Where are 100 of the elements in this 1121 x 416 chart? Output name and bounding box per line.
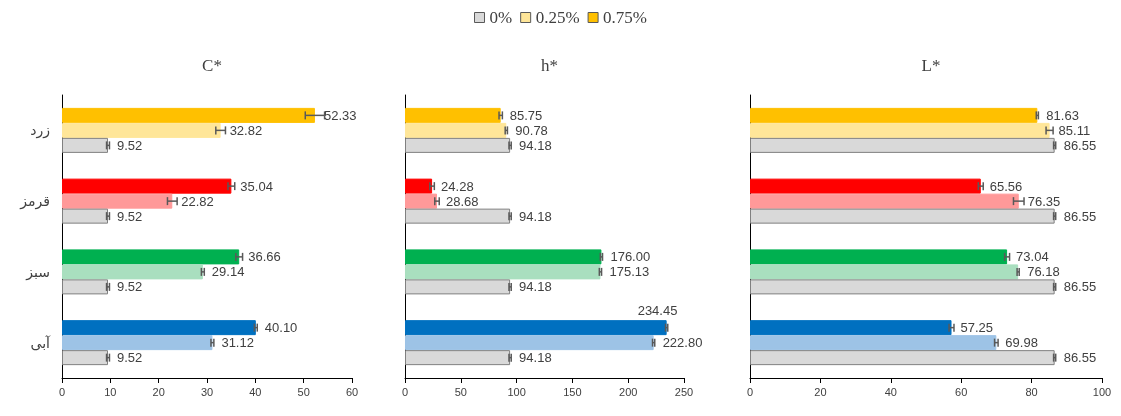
bar: [62, 178, 232, 194]
data-label: 86.55: [1063, 279, 1097, 295]
x-tick-label: 20: [814, 385, 827, 398]
data-label: 29.14: [211, 264, 245, 280]
data-label: 90.78: [515, 122, 548, 138]
data-label: 85.11: [1058, 122, 1091, 138]
bar: [62, 320, 256, 336]
data-label: 65.56: [989, 178, 1023, 194]
data-label: 94.18: [519, 137, 552, 153]
data-label: 69.98: [1005, 335, 1038, 351]
bar: [405, 264, 601, 280]
bar: [62, 137, 109, 153]
data-label: 31.12: [221, 335, 254, 351]
bar: [405, 320, 667, 336]
bar: [750, 249, 1008, 265]
bar: [750, 208, 1055, 224]
data-label: 57.25: [960, 320, 994, 336]
data-label: 9.52: [117, 208, 143, 224]
chart-title: C*: [202, 56, 222, 75]
bar: [750, 178, 981, 194]
bar: [405, 350, 511, 366]
data-label: 9.52: [117, 279, 143, 295]
bar: [405, 208, 511, 224]
bar: [62, 335, 213, 351]
x-tick-label: 40: [884, 385, 897, 398]
bar: [62, 193, 173, 209]
bar: [62, 279, 109, 295]
chart-title: h*: [541, 56, 558, 75]
bar: [405, 122, 507, 138]
bar: [750, 137, 1055, 153]
x-tick-label: 60: [345, 385, 359, 398]
x-tick-label: 150: [563, 385, 582, 398]
data-label: 234.45: [637, 303, 678, 319]
legend-label: 0.75%: [603, 8, 647, 27]
data-label: 32.82: [229, 122, 263, 138]
data-label: 86.55: [1063, 208, 1097, 224]
bar: [750, 107, 1038, 123]
legend-label: 0.25%: [535, 8, 580, 27]
y-tick-label: سبز: [25, 263, 50, 281]
data-label: 36.66: [248, 249, 281, 265]
data-label: 40.10: [264, 320, 298, 336]
data-label: 35.04: [240, 178, 273, 194]
bar: [750, 279, 1055, 295]
x-tick-label: 50: [454, 385, 467, 398]
x-tick-label: 0: [746, 385, 754, 398]
bar: [405, 193, 438, 209]
data-label: 28.68: [446, 193, 479, 209]
data-label: 176.00: [610, 249, 651, 265]
data-label: 52.33: [323, 107, 357, 123]
bar: [62, 107, 315, 123]
bar: [405, 107, 501, 123]
x-tick-label: 40: [249, 385, 262, 398]
data-label: 73.04: [1016, 249, 1049, 265]
x-tick-label: 100: [507, 385, 526, 398]
bar: [405, 249, 602, 265]
data-label: 9.52: [117, 137, 143, 153]
x-tick-label: 50: [297, 385, 310, 398]
bar: [405, 335, 654, 351]
data-label: 94.18: [519, 350, 552, 366]
legend-label: 0%: [489, 8, 513, 27]
data-label: 76.18: [1027, 264, 1060, 280]
bar: [62, 122, 221, 138]
bar: [750, 320, 952, 336]
x-tick-label: 0: [58, 385, 66, 398]
x-tick-label: 20: [152, 385, 165, 398]
bar: [62, 208, 109, 224]
bar: [750, 193, 1019, 209]
x-tick-label: 200: [619, 385, 638, 398]
bar: [62, 249, 240, 265]
bar: [405, 279, 511, 295]
data-label: 94.18: [519, 208, 552, 224]
data-label: 94.18: [519, 279, 552, 295]
bar: [750, 122, 1050, 138]
data-label: 81.63: [1046, 107, 1079, 123]
bar: [62, 264, 203, 280]
bar: [62, 350, 109, 366]
data-label: 22.82: [181, 193, 214, 209]
bar: [750, 335, 997, 351]
y-tick-label: آبی: [30, 334, 52, 351]
x-tick-label: 0: [401, 385, 409, 398]
data-label: 86.55: [1063, 350, 1097, 366]
bar: [750, 350, 1055, 366]
data-label: 85.75: [509, 107, 543, 123]
y-tick-label: قرمز: [19, 193, 50, 211]
bar: [405, 178, 433, 194]
x-tick-label: 100: [1092, 385, 1112, 398]
x-tick-label: 10: [104, 385, 117, 398]
bar: [750, 264, 1019, 280]
x-tick-label: 30: [200, 385, 214, 398]
data-label: 24.28: [441, 178, 474, 194]
y-tick-label: زرد: [30, 122, 50, 140]
bar: [405, 137, 511, 153]
data-label: 86.55: [1063, 137, 1097, 153]
data-label: 9.52: [117, 350, 143, 366]
x-tick-label: 250: [674, 385, 694, 398]
data-label: 76.35: [1027, 193, 1061, 209]
data-label: 175.13: [609, 264, 650, 280]
data-label: 222.80: [662, 335, 703, 351]
chart-title: L*: [921, 56, 941, 75]
x-tick-label: 60: [955, 385, 968, 398]
